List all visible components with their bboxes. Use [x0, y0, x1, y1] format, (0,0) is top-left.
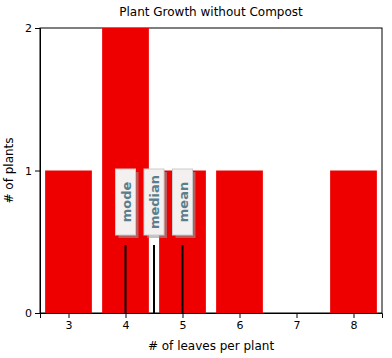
x-tick-label: 3 [66, 319, 73, 332]
x-tick-label: 4 [123, 319, 130, 332]
plot-frame [40, 28, 382, 313]
x-tick: 4 [123, 313, 130, 332]
y-tick: 0 [25, 307, 40, 320]
annotation-label: mean [176, 182, 191, 222]
y-tick-label: 2 [25, 22, 32, 35]
annotation: median [144, 169, 167, 313]
bar [330, 171, 377, 314]
annotation-label: mode [119, 182, 134, 223]
x-tick-label: 5 [180, 319, 187, 332]
x-tick: 7 [294, 313, 301, 332]
x-tick-mark [240, 313, 241, 318]
y-tick-mark [35, 28, 40, 29]
y-axis-line [35, 29, 41, 314]
y-tick-mark [35, 313, 40, 314]
bar [216, 171, 263, 314]
x-axis-line [41, 314, 383, 319]
y-axis-title: # of plants [2, 137, 16, 203]
annotation: mode [116, 169, 139, 313]
annotation-box [144, 169, 164, 235]
x-tick: 3 [66, 313, 73, 332]
bar [102, 28, 149, 313]
bars [45, 28, 377, 313]
annotations: mode median mean [116, 169, 196, 313]
y-tick-label: 1 [25, 165, 32, 178]
title: Plant Growth without Compost [119, 5, 303, 19]
y-tick-mark [35, 171, 40, 172]
y-tick: 1 [25, 165, 40, 178]
x-tick-mark [297, 313, 298, 318]
x-tick-label: 7 [294, 319, 301, 332]
annotation-box [173, 169, 193, 235]
y-tick: 2 [25, 22, 40, 35]
plot: mode median mean 3 4 5 6 7 8 0 1 2 [25, 22, 383, 332]
annotation-line [153, 245, 155, 313]
x-tick: 6 [237, 313, 244, 332]
x-tick: 5 [180, 313, 187, 332]
annotation-line [182, 245, 184, 313]
x-tick-mark [69, 313, 70, 318]
x-tick-mark [354, 313, 355, 318]
x-tick-label: 6 [237, 319, 244, 332]
y-axis: 0 1 2 [25, 22, 41, 320]
x-tick-mark [183, 313, 184, 318]
chart: mode median mean 3 4 5 6 7 8 0 1 2 Plant Growth with… [0, 0, 392, 358]
annotation-line [125, 245, 127, 313]
x-tick: 8 [351, 313, 358, 332]
x-axis-title: # of leaves per plant [148, 339, 275, 353]
x-axis: 3 4 5 6 7 8 [41, 313, 383, 332]
y-tick-label: 0 [25, 307, 32, 320]
bar [273, 313, 320, 314]
annotation-box [116, 169, 136, 235]
bar [45, 171, 92, 314]
x-tick-mark [126, 313, 127, 318]
annotation: mean [173, 169, 196, 313]
annotation-label: median [147, 175, 162, 229]
x-tick-label: 8 [351, 319, 358, 332]
